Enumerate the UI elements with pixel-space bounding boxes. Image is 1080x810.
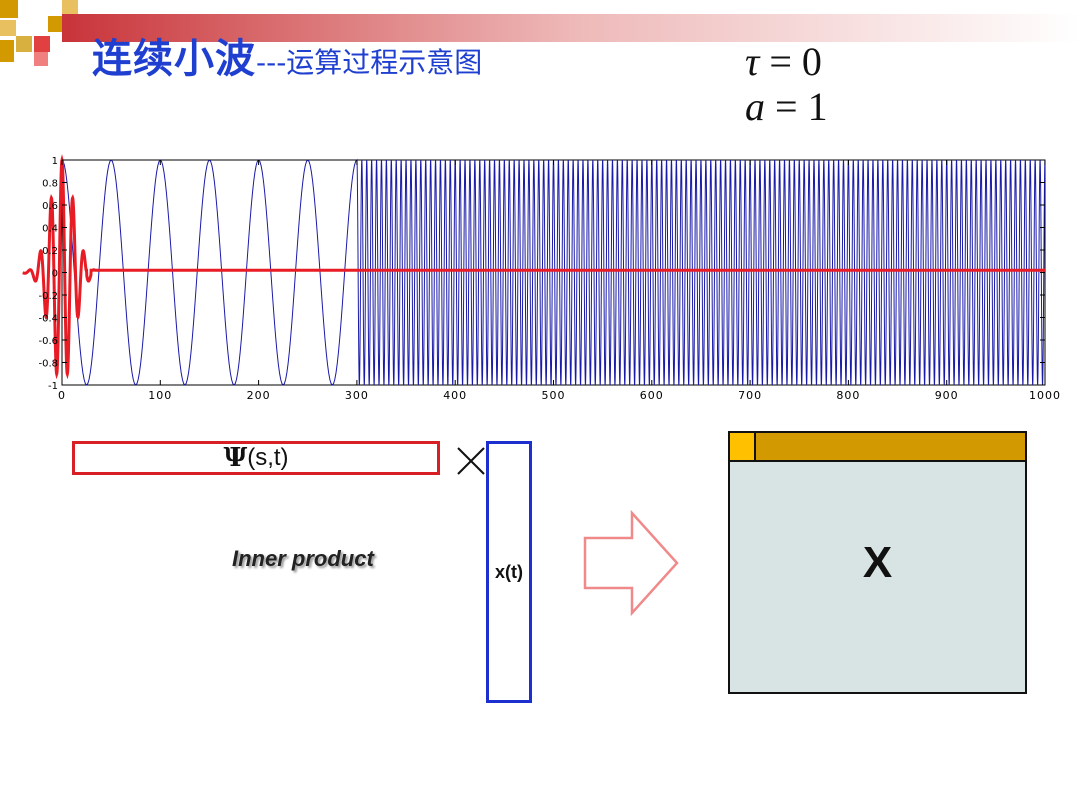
a-value: 1 — [807, 84, 828, 129]
y-tick-label: -0.2 — [38, 291, 58, 302]
wavelet-signal-plot: 10.80.60.40.20-0.2-0.4-0.6-0.8-10 100 200 3… — [22, 154, 1061, 402]
tau-rel: = — [759, 39, 802, 84]
x-tick-label: 700 — [738, 389, 762, 402]
right-arrow-icon — [583, 510, 679, 616]
y-tick-label: 1 — [52, 156, 58, 167]
a-rel: = — [765, 84, 808, 129]
equation-a: a = 1 — [745, 83, 828, 130]
decor-square — [0, 0, 18, 18]
header-gradient-bar — [62, 14, 1080, 42]
y-tick-label: 0.6 — [42, 201, 58, 212]
y-tick-label: 0.8 — [42, 179, 58, 190]
x-tick-label: 1000 — [1029, 389, 1061, 402]
series-signal-line — [61, 158, 1046, 386]
times-icon — [457, 447, 485, 475]
tau-value: 0 — [801, 39, 822, 84]
series-wavelet-line — [22, 154, 1045, 380]
x-tick-label: 0 — [58, 389, 66, 402]
decor-square — [16, 36, 32, 52]
y-tick-label: -0.4 — [38, 314, 58, 325]
y-tick-label: -0.6 — [38, 336, 58, 347]
tau-symbol: τ — [745, 39, 760, 84]
x-tick-label: 100 — [148, 389, 172, 402]
psi-matrix-row: Ψ (s,t) — [72, 441, 440, 475]
page-title: 连续小波---运算过程示意图 — [92, 26, 482, 84]
equation-tau: τ = 0 — [745, 38, 822, 85]
decor-square — [18, 18, 34, 34]
y-tick-label: 0.2 — [42, 246, 58, 257]
decor-square — [0, 20, 16, 36]
psi-args: (s,t) — [247, 444, 289, 471]
x-t-vector: x(t) — [486, 441, 532, 703]
x-tick-label: 200 — [247, 389, 271, 402]
x-tick-label: 300 — [345, 389, 369, 402]
result-label: X — [862, 538, 893, 587]
decor-square — [62, 0, 78, 16]
x-tick-label: 400 — [443, 389, 467, 402]
result-matrix: X — [728, 431, 1027, 694]
plot-frame — [61, 159, 1046, 386]
x-tick-label: 500 — [542, 389, 566, 402]
y-tick-label: 0 — [52, 269, 58, 280]
x-tick-label: 600 — [640, 389, 664, 402]
decor-square — [0, 40, 14, 62]
psi-symbol: Ψ — [223, 443, 248, 473]
x-tick-label: 800 — [836, 389, 860, 402]
title-sub: ---运算过程示意图 — [256, 46, 483, 79]
result-top-row — [730, 433, 1025, 462]
decor-square — [34, 36, 50, 52]
title-main: 连续小波 — [92, 36, 256, 82]
x-t-label: x(t) — [495, 561, 523, 582]
y-tick-label: 0.4 — [42, 224, 58, 235]
inner-product-label: Inner product — [232, 546, 374, 571]
y-tick-label: -1 — [48, 381, 58, 392]
result-current-cell — [730, 433, 756, 460]
decor-square — [48, 16, 64, 32]
y-tick-label: -0.8 — [38, 359, 58, 370]
decor-square — [34, 52, 48, 66]
x-tick-label: 900 — [935, 389, 959, 402]
a-symbol: a — [745, 84, 765, 129]
